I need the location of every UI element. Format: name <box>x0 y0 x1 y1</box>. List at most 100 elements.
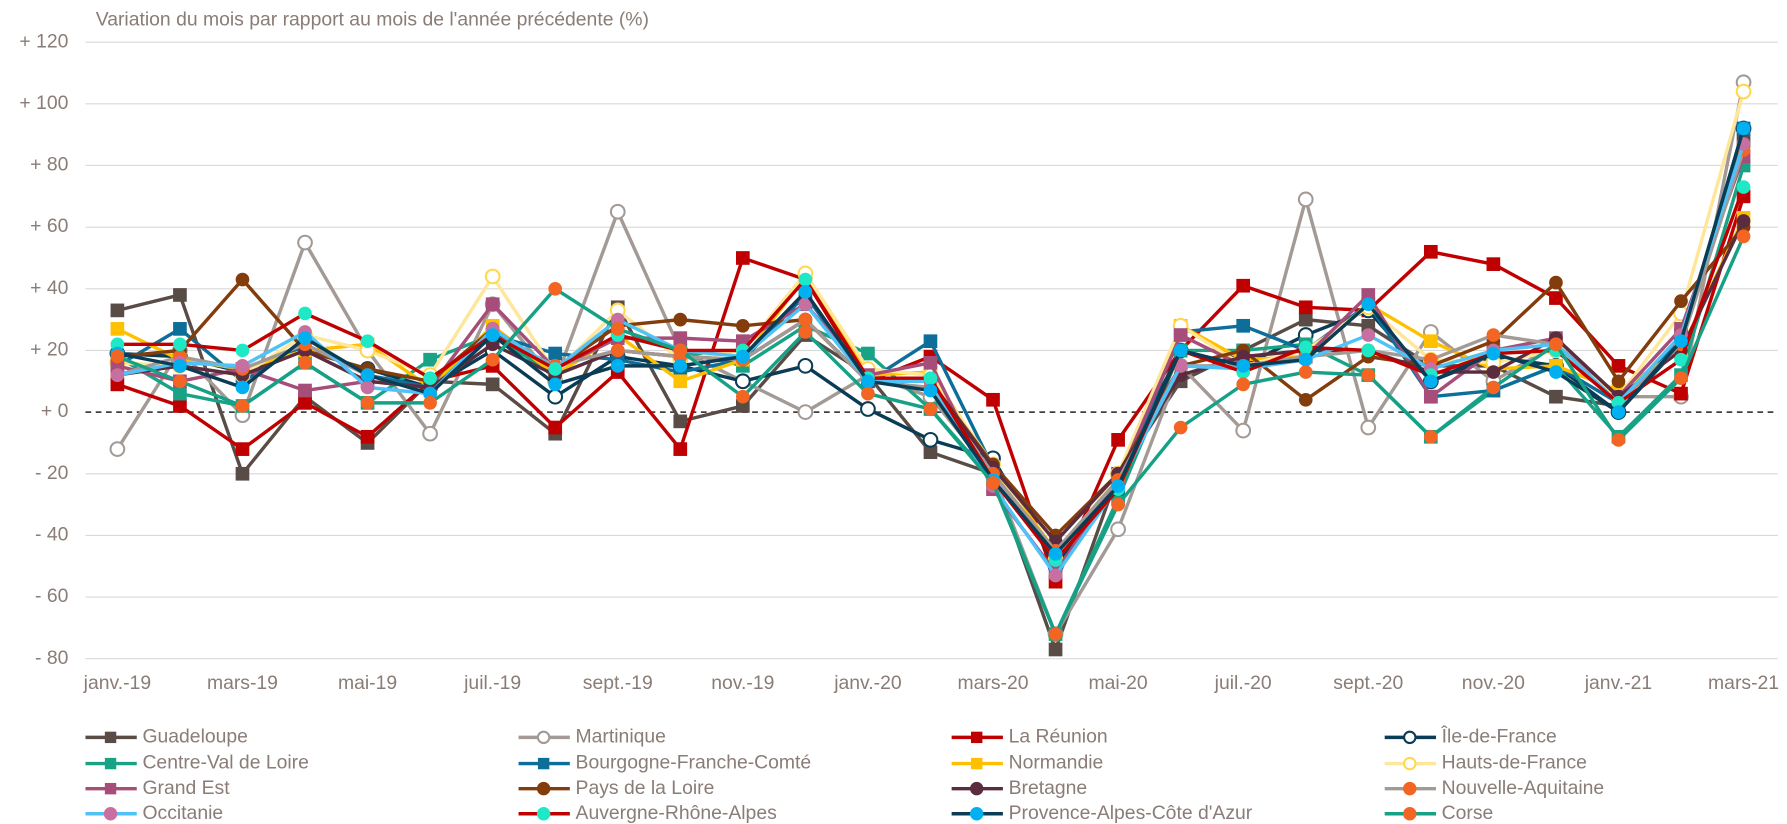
marker <box>1173 328 1188 342</box>
marker <box>735 318 750 333</box>
marker <box>235 343 250 358</box>
marker <box>1173 343 1188 358</box>
marker <box>173 399 187 413</box>
legend-item: Auvergne-Rhône-Alpes <box>518 802 777 824</box>
marker <box>923 445 938 460</box>
marker <box>1297 191 1314 208</box>
legend-item: Corse <box>1384 802 1493 824</box>
marker <box>109 441 126 457</box>
legend-item: Provence-Alpes-Côte d'Azur <box>951 802 1253 824</box>
legend-item: Bourgogne-Franche-Comté <box>518 752 811 774</box>
marker <box>1048 642 1063 657</box>
marker <box>360 380 375 395</box>
marker <box>1611 433 1626 447</box>
marker <box>1736 229 1751 244</box>
x-tick-label: mars-21 <box>1708 672 1779 694</box>
marker <box>1423 334 1438 349</box>
marker <box>297 234 313 251</box>
marker <box>485 328 500 342</box>
marker <box>235 359 250 373</box>
x-tick-label: sept.-20 <box>1333 672 1403 694</box>
legend-label: Provence-Alpes-Côte d'Azur <box>1009 802 1253 824</box>
legend-marker <box>1403 756 1417 771</box>
marker <box>798 272 813 287</box>
x-tick-label: mai-19 <box>338 672 397 694</box>
marker <box>548 362 563 376</box>
legend-marker <box>1403 807 1417 821</box>
marker <box>1048 627 1063 641</box>
marker <box>609 203 626 220</box>
y-tick-label: + 60 <box>30 215 68 237</box>
marker <box>735 349 750 364</box>
marker <box>1235 422 1252 439</box>
marker <box>673 359 688 373</box>
marker <box>1736 214 1751 228</box>
legend-item: Bretagne <box>951 777 1087 799</box>
marker <box>673 414 688 429</box>
legend-label: Île-de-France <box>1441 724 1557 747</box>
marker <box>1360 419 1377 436</box>
marker <box>1549 365 1563 379</box>
legend-item: Martinique <box>518 725 666 747</box>
marker <box>235 466 250 481</box>
marker <box>548 281 563 296</box>
legend-marker <box>969 807 984 821</box>
marker <box>1611 359 1626 373</box>
y-tick-label: + 40 <box>30 277 68 299</box>
x-tick-label: nov.-19 <box>711 672 774 694</box>
marker <box>797 404 814 420</box>
marker <box>610 359 625 373</box>
series <box>109 83 1752 568</box>
marker <box>1048 547 1063 561</box>
legend-item: Guadeloupe <box>85 725 248 747</box>
legend-item: Nouvelle-Aquitaine <box>1384 777 1605 799</box>
marker <box>1361 328 1376 342</box>
marker <box>1298 365 1313 379</box>
x-tick-label: juil.-20 <box>1214 672 1272 694</box>
marker <box>485 297 500 312</box>
marker <box>610 322 625 336</box>
marker <box>798 325 813 339</box>
legend-label: Centre-Val de Loire <box>142 752 308 774</box>
legend-label: Hauts-de-France <box>1442 752 1587 774</box>
marker <box>485 377 500 392</box>
legend-item: Pays de la Loire <box>518 777 714 799</box>
marker <box>110 303 125 318</box>
marker <box>1361 343 1376 358</box>
marker <box>1048 568 1063 583</box>
marker <box>1674 352 1688 367</box>
marker <box>860 401 876 417</box>
legend-marker <box>536 807 551 821</box>
y-tick-label: - 40 <box>35 524 69 546</box>
x-tick-label: nov.-20 <box>1462 672 1525 694</box>
marker <box>235 399 250 413</box>
marker <box>1361 368 1376 382</box>
marker <box>173 386 187 401</box>
marker <box>923 334 938 349</box>
marker <box>610 343 625 358</box>
marker <box>1361 297 1376 312</box>
marker <box>235 272 250 287</box>
marker <box>1298 340 1313 355</box>
marker <box>1298 300 1313 315</box>
marker <box>423 352 437 367</box>
legend-label: Nouvelle-Aquitaine <box>1442 777 1605 799</box>
x-tick-label: janv.-20 <box>833 672 902 694</box>
legend-item: Centre-Val de Loire <box>85 752 309 774</box>
marker <box>1486 328 1501 342</box>
legend-marker <box>1403 730 1417 745</box>
y-tick-label: - 60 <box>35 585 69 607</box>
marker <box>1236 359 1251 373</box>
marker <box>673 442 688 456</box>
marker <box>923 355 938 370</box>
marker <box>360 368 375 382</box>
marker <box>173 337 187 352</box>
marker <box>298 396 312 410</box>
marker <box>1674 386 1688 401</box>
legend-label: Occitanie <box>142 802 223 824</box>
legend-marker <box>970 731 983 744</box>
legend-marker <box>104 782 117 795</box>
marker <box>1674 371 1688 386</box>
marker <box>423 371 437 386</box>
marker <box>1736 121 1751 136</box>
